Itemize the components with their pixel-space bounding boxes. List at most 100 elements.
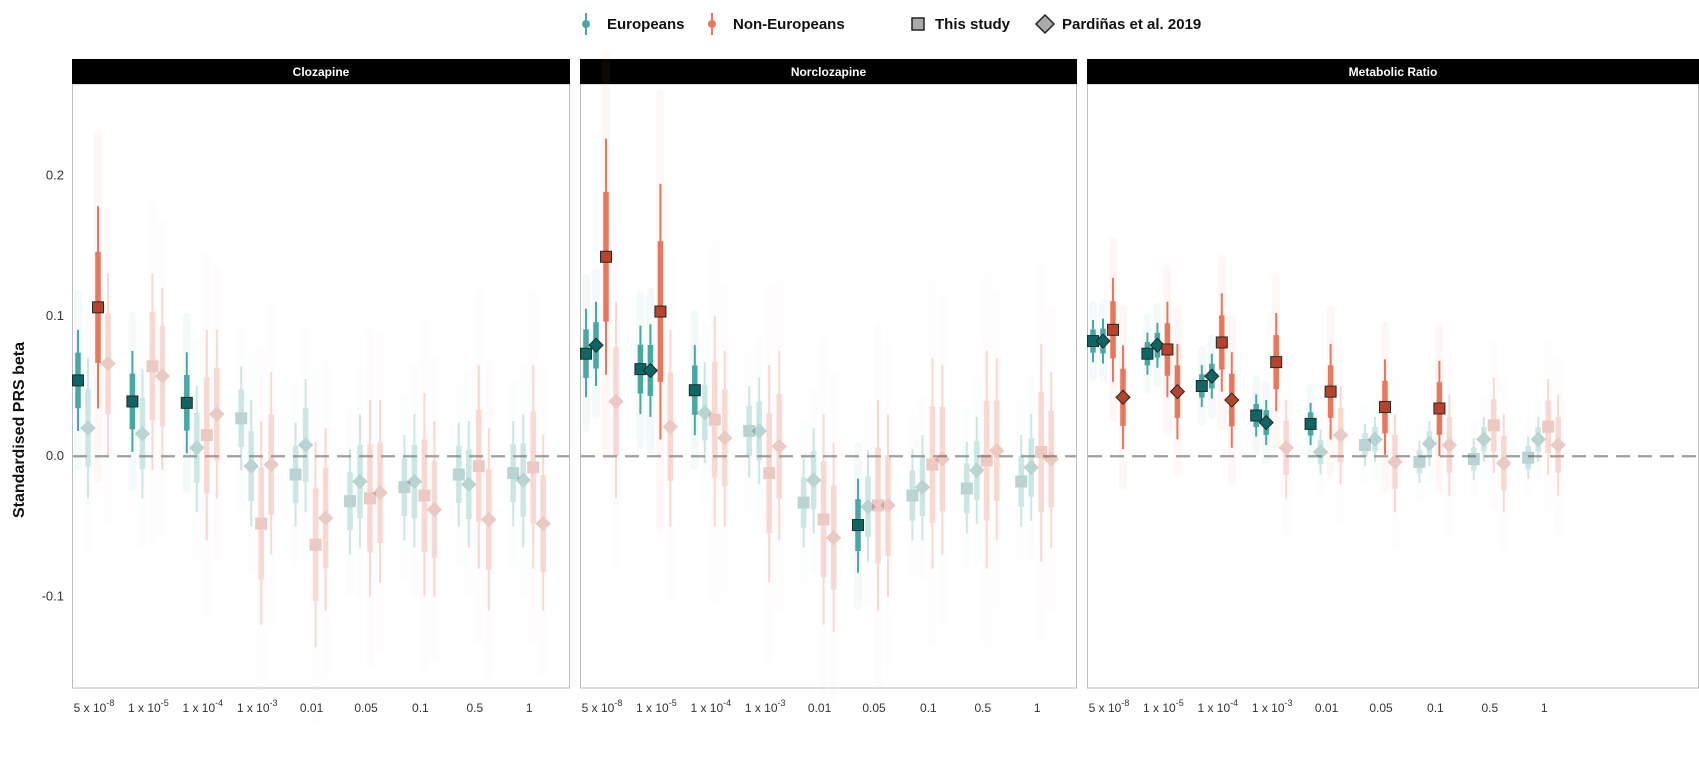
data-point-eur-pard	[406, 414, 423, 548]
y-tick-label: -0.1	[42, 589, 64, 604]
data-point-eur-study	[1087, 301, 1099, 381]
legend-europeans-dot	[582, 20, 590, 28]
study-square-marker	[1487, 419, 1500, 432]
x-tick-label: 0.05	[862, 701, 886, 715]
data-point-eur-study	[1413, 440, 1426, 483]
data-point-eur-pard	[297, 378, 314, 513]
data-point-neur-pard	[771, 350, 787, 541]
data-point-neur-study	[92, 131, 104, 484]
study-square-marker	[797, 496, 810, 509]
study-square-marker	[126, 395, 139, 408]
study-square-marker	[180, 396, 193, 409]
pardinas-diamond-marker	[372, 485, 388, 501]
x-tick-label: 0.1	[412, 701, 429, 715]
x-tick-label: 0.01	[1315, 701, 1339, 715]
pardinas-diamond-marker	[1043, 451, 1059, 467]
x-tick-label: 1 x 10-4	[690, 698, 731, 715]
y-tick-label: 0.1	[46, 308, 64, 323]
x-tick-label: 0.1	[1427, 701, 1444, 715]
x-tick-label: 0.05	[354, 701, 378, 715]
x-tick-label: 1 x 10-3	[1252, 698, 1293, 715]
data-point-eur-study	[797, 456, 810, 548]
facet-strip-title: Metabolic Ratio	[1349, 65, 1438, 79]
legend-europeans-label: Europeans	[607, 16, 685, 33]
pardinas-diamond-marker	[717, 430, 733, 446]
pardinas-diamond-marker	[1204, 368, 1220, 384]
facet-strip	[580, 59, 1077, 84]
x-tick-label: 1 x 10-5	[636, 698, 677, 715]
study-square-marker	[763, 467, 776, 480]
x-tick-label: 0.1	[920, 701, 937, 715]
study-square-marker	[289, 468, 302, 481]
data-point-neur-study	[364, 400, 376, 597]
data-point-eur-pard	[860, 450, 876, 562]
pardinas-diamond-marker	[297, 437, 314, 453]
legend-entry-this-study: This study	[911, 16, 1011, 33]
facet-strip-title: Norclozapine	[791, 65, 867, 79]
legend-square-icon	[911, 17, 925, 31]
data-point-neur-study	[1542, 378, 1555, 475]
pardinas-diamond-marker	[209, 406, 225, 422]
x-tick-label: 1 x 10-3	[237, 698, 278, 715]
pardinas-diamond-marker	[642, 362, 659, 379]
pardinas-diamond-marker	[860, 499, 876, 515]
legend-entry-non-europeans: Non-Europeans	[708, 13, 845, 35]
data-point-neur-study	[255, 421, 268, 625]
data-point-neur-pard	[263, 371, 279, 555]
data-point-eur-pard	[1023, 414, 1039, 521]
data-point-neur-pard	[481, 428, 497, 611]
data-point-neur-pard	[1441, 394, 1458, 496]
study-square-marker	[654, 305, 667, 318]
study-square-marker	[507, 467, 520, 480]
study-square-marker	[1522, 451, 1535, 464]
pardinas-diamond-marker	[426, 501, 443, 518]
data-point-neur-pard	[372, 400, 388, 583]
data-point-neur-pard	[880, 414, 896, 597]
pardinas-diamond-marker	[1530, 431, 1546, 448]
facet-panels: Clozapine 5 x 10-8 1 x 10-5 1 x 10-4 1 x 10-…	[72, 52, 1699, 715]
study-square-marker	[960, 482, 973, 495]
x-tick-label: 1	[526, 701, 533, 715]
study-square-marker	[472, 460, 485, 473]
pardinas-diamond-marker	[461, 476, 477, 493]
data-point-eur-pard	[189, 386, 205, 513]
pardinas-diamond-marker	[934, 451, 951, 467]
data-point-neur-study	[763, 364, 776, 583]
study-square-marker	[255, 517, 268, 530]
data-point-eur-pard	[1204, 333, 1220, 419]
study-square-marker	[580, 347, 592, 360]
study-square-marker	[852, 519, 864, 532]
data-point-neur-study	[872, 400, 884, 611]
pardinas-diamond-marker	[189, 440, 205, 456]
x-tick-label: 5 x 10-8	[582, 698, 623, 715]
y-tick-label: 0.2	[46, 167, 64, 182]
x-tick-label: 1 x 10-4	[1197, 698, 1238, 715]
data-point-neur-study	[1324, 306, 1337, 477]
data-point-eur-pard	[461, 421, 477, 548]
study-square-marker	[418, 489, 431, 502]
data-point-eur-pard	[1476, 416, 1492, 462]
pardinas-diamond-marker	[662, 419, 679, 435]
study-square-marker	[309, 538, 322, 551]
data-point-eur-study	[580, 273, 592, 433]
data-point-neur-study	[600, 52, 612, 462]
data-point-neur-study	[1379, 321, 1391, 493]
pardinas-diamond-marker	[481, 511, 497, 528]
study-square-marker	[688, 384, 701, 397]
data-point-eur-study	[852, 441, 864, 610]
study-square-marker	[1270, 356, 1283, 369]
pardinas-diamond-marker	[1387, 454, 1403, 470]
data-point-neur-study	[146, 273, 159, 471]
data-point-eur-pard	[805, 428, 822, 534]
data-point-neur-study	[817, 414, 830, 625]
data-point-eur-pard	[1367, 416, 1383, 462]
data-point-eur-pard	[1258, 380, 1274, 465]
data-point-neur-pard	[825, 442, 842, 632]
data-point-neur-pard	[608, 301, 624, 499]
data-point-eur-pard	[914, 435, 931, 541]
study-square-marker	[1141, 347, 1154, 360]
data-point-eur-pard	[80, 357, 96, 499]
data-point-eur-study	[1304, 384, 1317, 464]
data-point-eur-study	[72, 290, 84, 471]
x-tick-label: 5 x 10-8	[74, 698, 115, 715]
